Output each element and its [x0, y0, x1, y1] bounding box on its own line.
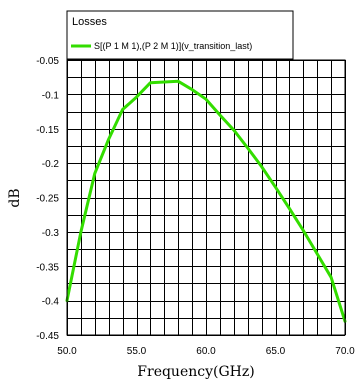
y-tick-label: -0.05: [36, 56, 59, 67]
y-tick-label: -0.15: [36, 125, 59, 136]
x-tick-label: 55.0: [127, 346, 147, 357]
legend-box: [66, 10, 294, 60]
legend: Losses S[(P 1 M 1),(P 2 M 1)](v_transiti…: [66, 10, 294, 60]
series-layer: [65, 79, 347, 323]
x-tick-label: 60.0: [196, 346, 216, 357]
legend-title: Losses: [72, 16, 107, 28]
y-tick-label: -0.4: [42, 297, 60, 308]
y-tick-label: -0.1: [42, 90, 60, 101]
y-axis-ticks: -0.05 -0.1 -0.15 -0.2 -0.25 -0.3 -0.35 -0.4 -0.4…: [36, 56, 59, 342]
series-line: [65, 79, 347, 323]
y-tick-label: -0.2: [42, 159, 60, 170]
y-tick-label: -0.45: [36, 331, 59, 342]
x-tick-label: 50.0: [57, 346, 77, 357]
x-axis-title: Frequency(GHz): [137, 364, 254, 380]
y-tick-label: -0.3: [42, 228, 60, 239]
y-tick-label: -0.25: [36, 194, 59, 205]
plot-frame: [66, 59, 346, 336]
x-axis-ticks: 50.0 55.0 60.0 65.0 70.0: [57, 346, 355, 357]
x-tick-label: 70.0: [335, 346, 355, 357]
x-tick-label: 65.0: [266, 346, 286, 357]
legend-entry-label: S[(P 1 M 1),(P 2 M 1)](v_transition_last…: [94, 41, 252, 51]
y-tick-label: -0.35: [36, 262, 59, 273]
y-axis-title: dB: [7, 188, 23, 207]
